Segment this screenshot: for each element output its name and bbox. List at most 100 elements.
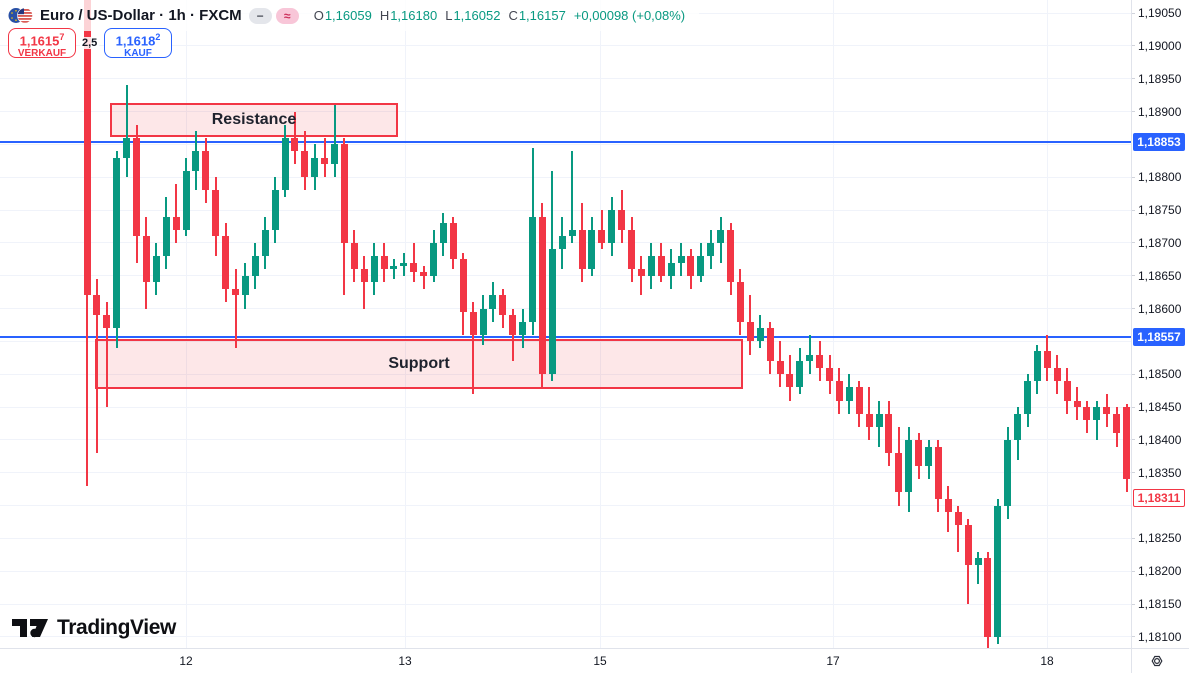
sell-button[interactable]: 1,16157 VERKAUF xyxy=(8,28,76,59)
candle-wick xyxy=(204,137,207,204)
candle-body xyxy=(628,229,635,270)
candle-body xyxy=(806,354,814,362)
candle-body xyxy=(459,259,467,312)
sell-price: 1,16157 xyxy=(19,32,65,49)
time-tick-label: 18 xyxy=(1040,654,1054,668)
last-price-label: 1,18311 xyxy=(1133,489,1185,508)
candle-wick xyxy=(412,242,415,283)
candle-body xyxy=(717,229,725,243)
candle-wick xyxy=(788,354,791,401)
candle-body xyxy=(172,216,180,230)
candle-body xyxy=(1093,407,1101,421)
high-label: H xyxy=(379,8,390,23)
horizontal-gridline xyxy=(0,45,1131,47)
horizontal-gridline xyxy=(0,242,1131,244)
candle-body xyxy=(568,229,576,237)
candle-body xyxy=(519,321,527,335)
candle-body xyxy=(331,144,338,165)
price-tick-mark xyxy=(1131,603,1135,605)
price-tick-label: 1,18700 xyxy=(1138,235,1182,250)
price-tick-mark xyxy=(1131,472,1135,474)
candle-body xyxy=(915,439,923,467)
price-scale-settings-icon[interactable] xyxy=(1148,652,1166,670)
candle-wick xyxy=(571,150,574,243)
candle-wick xyxy=(709,229,712,270)
candle-wick xyxy=(620,190,623,243)
price-tick-label: 1,18350 xyxy=(1138,465,1182,480)
candle-wick xyxy=(590,216,593,276)
candle-body xyxy=(241,275,249,296)
resistance-price-line[interactable] xyxy=(0,141,1131,144)
horizontal-gridline xyxy=(0,143,1131,145)
candle-wick xyxy=(442,213,445,257)
candle-body xyxy=(687,256,695,276)
symbol-title[interactable]: Euro / US-Dollar · 1h · FXCM xyxy=(40,7,242,24)
candle-body xyxy=(1083,407,1091,421)
candle-body xyxy=(410,262,418,273)
time-tick-label: 17 xyxy=(826,654,840,668)
time-tick-label: 13 xyxy=(398,654,412,668)
resistance-label: Resistance xyxy=(211,111,297,129)
approx-values-pill[interactable]: ≈ xyxy=(275,7,299,24)
candle-body xyxy=(340,144,348,243)
candle-body xyxy=(905,439,913,493)
candle-body xyxy=(133,137,140,237)
price-tick-mark xyxy=(1131,209,1135,211)
candle-body xyxy=(1123,407,1130,480)
price-tick-label: 1,19050 xyxy=(1138,6,1182,20)
price-tick-mark xyxy=(1131,570,1135,572)
candle-body xyxy=(479,308,487,335)
candle-wick xyxy=(1016,407,1019,460)
candle-body xyxy=(736,282,744,322)
support-price-line[interactable] xyxy=(0,335,1131,338)
candle-wick xyxy=(491,282,494,322)
candle-wick xyxy=(927,439,930,480)
candle-wick xyxy=(769,321,772,375)
candle-body xyxy=(212,190,220,237)
horizontal-gridline xyxy=(0,603,1131,605)
candle-wick xyxy=(254,242,257,289)
resistance-zone[interactable] xyxy=(110,102,398,138)
candle-wick xyxy=(303,131,306,191)
price-axis[interactable]: 1,19050 1,19000 1,18950 1,18900 1,18800 1,187… xyxy=(1131,0,1189,673)
price-tick-mark xyxy=(1131,45,1135,47)
candle-body xyxy=(816,354,824,368)
horizontal-gridline xyxy=(0,505,1131,507)
candle-body xyxy=(93,295,101,316)
vertical-gridline xyxy=(599,0,601,648)
price-tick-label: 1,18250 xyxy=(1138,531,1182,546)
candle-wick xyxy=(313,144,316,191)
candle-body xyxy=(588,229,596,270)
price-tick-mark xyxy=(1131,78,1135,80)
tradingview-wordmark: TradingView xyxy=(57,616,176,639)
candle-body xyxy=(162,216,170,257)
candle-body xyxy=(925,446,932,467)
axis-corner xyxy=(1132,649,1189,673)
tradingview-logo[interactable]: TradingView xyxy=(10,614,176,642)
candle-wick xyxy=(383,242,385,283)
time-axis[interactable]: 12 13 15 17 18 xyxy=(0,649,1131,673)
candle-wick xyxy=(373,242,376,296)
candle-body xyxy=(222,236,230,289)
buy-button[interactable]: 1,16182 KAUF xyxy=(104,28,172,59)
candle-wick xyxy=(363,256,366,309)
candle-body xyxy=(578,229,586,270)
candle-wick xyxy=(729,223,732,296)
collapse-legend-pill[interactable]: − xyxy=(248,7,272,24)
candle-body xyxy=(390,265,398,270)
price-tick-label: 1,18500 xyxy=(1138,367,1182,382)
support-zone[interactable] xyxy=(95,339,743,389)
change-value: +0,00098 (+0,08%) xyxy=(573,8,686,23)
close-label: C xyxy=(508,8,518,23)
candle-wick xyxy=(967,518,970,605)
candle-wick xyxy=(986,551,989,648)
chart-plot-area[interactable]: Euro / US-Dollar · 1h · FXCM − ≈ O 1,1605… xyxy=(0,0,1131,648)
price-tick-mark xyxy=(1131,242,1135,244)
price-tick-mark xyxy=(1131,275,1135,277)
candle-body xyxy=(152,256,160,283)
candle-body xyxy=(677,256,685,263)
candle-body xyxy=(1024,380,1031,414)
candle-wick xyxy=(699,242,702,283)
candle-wick xyxy=(244,262,247,309)
candle-wick xyxy=(1115,407,1118,447)
